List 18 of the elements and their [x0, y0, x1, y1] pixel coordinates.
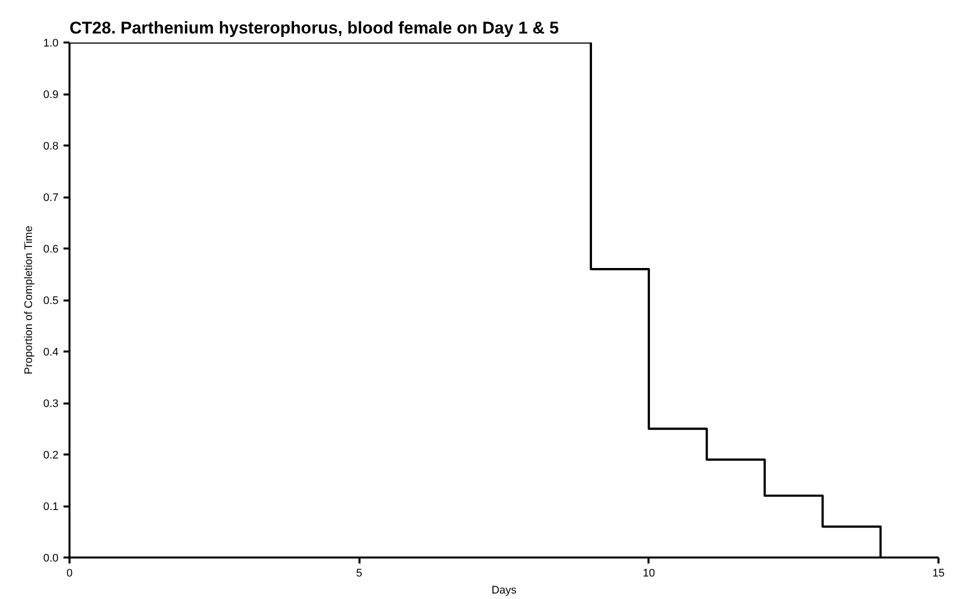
x-tick-label: 10 [642, 568, 655, 580]
y-tick-label: 0.0 [43, 552, 59, 564]
y-tick-label: 0.7 [43, 192, 59, 204]
x-axis-title: Days [491, 584, 518, 596]
x-tick-label: 15 [932, 568, 945, 580]
y-tick-label: 0.1 [43, 501, 59, 513]
y-tick-label: 0.2 [43, 450, 59, 462]
x-tick-label: 5 [356, 568, 362, 580]
y-tick-label: 0.6 [43, 244, 59, 256]
chart-title: CT28. Parthenium hysterophorus, blood female on Day 1 & 5 [70, 18, 559, 38]
y-axis-title: Proportion of Completion Time [23, 226, 36, 374]
x-tick-label: 0 [66, 568, 73, 580]
y-tick-label: 0.8 [43, 140, 59, 152]
y-tick-label: 0.3 [43, 398, 59, 410]
y-tick-label: 0.4 [43, 346, 59, 358]
y-tick-label: 0.5 [43, 295, 59, 307]
y-tick-label: 0.9 [43, 89, 59, 101]
y-tick-label: 1.0 [43, 38, 59, 50]
